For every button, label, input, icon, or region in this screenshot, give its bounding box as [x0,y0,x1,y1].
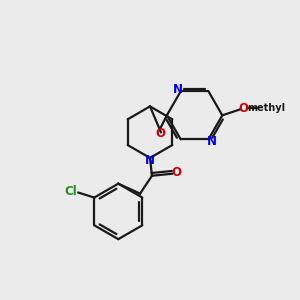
Text: Cl: Cl [64,185,77,198]
Text: O: O [155,127,165,140]
Text: N: N [173,83,183,96]
Text: methyl: methyl [247,103,285,113]
Text: N: N [206,135,216,148]
Text: O: O [172,166,182,179]
Text: O: O [238,102,248,115]
Text: N: N [145,154,155,167]
